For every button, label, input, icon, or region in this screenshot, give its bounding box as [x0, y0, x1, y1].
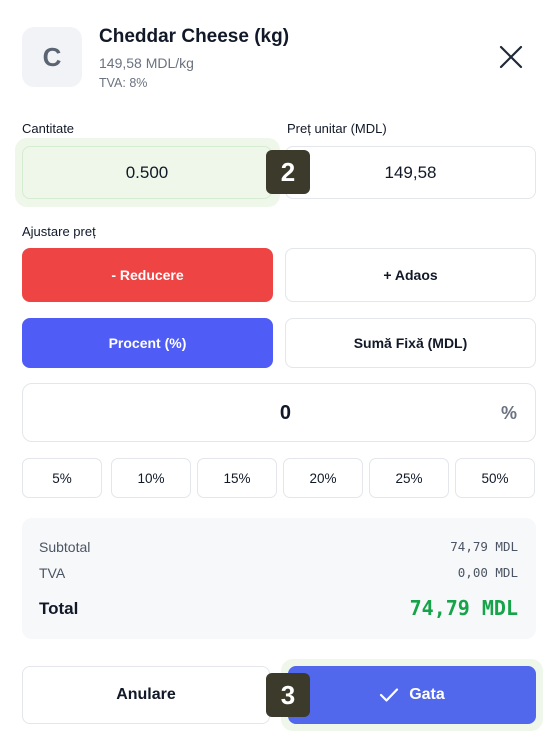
step-badge-3: 3 — [266, 673, 310, 717]
preset-25-button[interactable]: 25% — [369, 458, 449, 498]
unit-price-input[interactable]: 149,58 — [285, 146, 536, 199]
total-value: 74,79 MDL — [409, 596, 518, 620]
quantity-label: Cantitate — [22, 121, 75, 136]
vat-value: 0,00 MDL — [457, 565, 518, 580]
subtotal-value: 74,79 MDL — [450, 539, 518, 554]
checkmark-icon — [380, 688, 399, 702]
adjustment-value-input[interactable]: 0 % — [22, 383, 536, 442]
product-avatar: C — [22, 27, 82, 87]
preset-10-button[interactable]: 10% — [111, 458, 191, 498]
preset-5-button[interactable]: 5% — [22, 458, 102, 498]
step-badge-2: 2 — [266, 150, 310, 194]
preset-15-button[interactable]: 15% — [197, 458, 277, 498]
done-button[interactable]: Gata — [288, 666, 536, 724]
vat-label: TVA — [39, 565, 66, 581]
product-unit-price: 149,58 MDL/kg — [99, 55, 194, 71]
total-label: Total — [39, 599, 79, 618]
quantity-input[interactable]: 0.500 — [22, 146, 272, 199]
percent-mode-button[interactable]: Procent (%) — [22, 318, 273, 368]
adjustment-label: Ajustare preț — [22, 224, 96, 239]
done-label: Gata — [409, 686, 445, 703]
preset-20-button[interactable]: 20% — [283, 458, 363, 498]
price-summary: Subtotal 74,79 MDL TVA 0,00 MDL Total 74… — [22, 518, 536, 639]
product-name: Cheddar Cheese (kg) — [99, 26, 290, 47]
close-icon — [499, 45, 523, 69]
fixed-amount-mode-button[interactable]: Sumă Fixă (MDL) — [285, 318, 536, 368]
product-vat: TVA: 8% — [99, 76, 148, 90]
subtotal-label: Subtotal — [39, 539, 91, 555]
cancel-button[interactable]: Anulare — [22, 666, 270, 724]
close-button[interactable] — [494, 40, 528, 74]
unit-price-label: Preț unitar (MDL) — [287, 121, 387, 136]
discount-button[interactable]: - Reducere — [22, 248, 273, 302]
adjustment-unit: % — [500, 403, 517, 423]
markup-button[interactable]: + Adaos — [285, 248, 536, 302]
adjustment-value: 0 — [279, 402, 291, 424]
preset-50-button[interactable]: 50% — [455, 458, 535, 498]
